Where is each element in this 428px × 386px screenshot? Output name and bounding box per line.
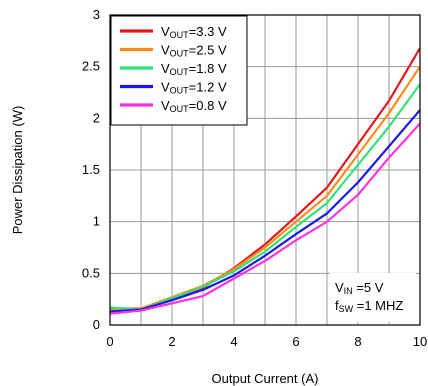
x-tick-label: 6 xyxy=(292,334,299,349)
y-tick-label: 1.5 xyxy=(82,162,100,177)
legend-label: VOUT=0.8 V xyxy=(161,98,227,114)
legend-label: VOUT=2.5 V xyxy=(161,43,227,59)
plot-frame xyxy=(109,14,421,326)
y-tick-label: 3 xyxy=(93,7,100,22)
legend-box xyxy=(110,15,248,126)
x-tick-label: 0 xyxy=(106,334,113,349)
series-line-5 xyxy=(109,122,421,315)
legend-label: VOUT=3.3 V xyxy=(161,24,227,40)
annotation-box xyxy=(330,273,416,322)
x-tick-label: 10 xyxy=(413,334,427,349)
legend-label: VOUT=1.2 V xyxy=(161,80,227,96)
legend: VOUT=3.3 V VOUT=2.5 V VOUT=1.8 V VOUT=1.2 V… xyxy=(110,15,248,126)
y-tick-label: 2 xyxy=(93,110,100,125)
tick-labels: 0 2 4 6 8 10 0 0.5 1 1.5 2 2.5 3 xyxy=(82,7,427,349)
y-axis-label: Power Dissipation (W) xyxy=(10,106,25,235)
annotation-line: VIN =5 V xyxy=(335,280,384,296)
y-tick-label: 2.5 xyxy=(82,59,100,74)
series-layer xyxy=(109,47,421,315)
x-tick-label: 8 xyxy=(354,334,361,349)
annotation-line: fSW =1 MHZ xyxy=(335,298,403,314)
grid xyxy=(110,15,420,325)
conditions-annotation: VIN =5 V fSW =1 MHZ xyxy=(330,273,416,322)
y-tick-label: 1 xyxy=(93,214,100,229)
legend-label: VOUT=1.8 V xyxy=(161,61,227,77)
x-axis-label: Output Current (A) xyxy=(212,371,319,386)
x-tick-label: 4 xyxy=(230,334,237,349)
series-line-4 xyxy=(109,109,421,313)
y-tick-label: 0.5 xyxy=(82,265,100,280)
series-line-3 xyxy=(109,83,421,311)
y-tick-label: 0 xyxy=(93,317,100,332)
x-tick-label: 2 xyxy=(168,334,175,349)
